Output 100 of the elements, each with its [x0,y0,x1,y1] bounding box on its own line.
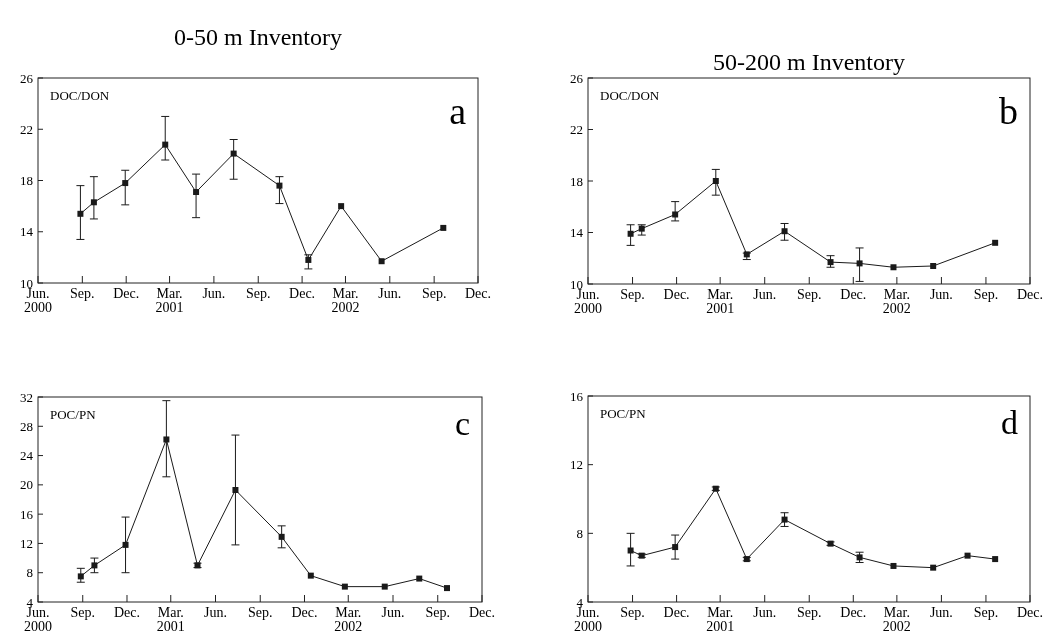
point [163,436,170,443]
x-tick-label: Mar. 2002 [882,605,911,634]
x-tick-label: Dec. [1016,287,1044,302]
y-tick-label: 22 [570,122,583,138]
point [338,203,345,210]
x-tick-label: Jun. [202,286,226,301]
x-tick-label: Jun. 2000 [24,605,52,634]
x-tick-label: Sep. [247,605,273,620]
point [992,239,999,246]
x-tick-label: Dec. [291,605,318,620]
point [856,260,863,267]
x-tick-label: Sep. [973,605,999,620]
y-tick-label: 26 [570,70,584,86]
point [122,541,129,548]
annotation: a [449,90,467,132]
point [890,264,897,271]
y-tick-label: 22 [20,121,33,137]
point [930,262,937,269]
chart-title: 0-50 m Inventory [174,24,342,50]
point [90,199,97,206]
x-tick-label: Sep. [421,286,447,301]
point [381,583,388,590]
annotation: d [1001,404,1018,441]
x-tick-label: Sep. [245,286,271,301]
x-tick-label: Mar. 2002 [882,287,911,316]
x-tick-label: Dec. [663,605,690,620]
y-tick-label: 18 [20,173,33,189]
y-tick-label: 12 [570,457,583,473]
annotation: POC/PN [600,406,647,421]
point [627,230,634,237]
x-tick-label: Dec. [840,605,867,620]
y-tick-label: 8 [26,565,33,581]
point [276,182,283,189]
point [307,572,314,579]
x-tick-label: Jun. [753,287,777,302]
point [827,259,834,266]
annotation: POC/PN [50,407,97,422]
x-tick-label: Dec. [1016,605,1044,620]
point [672,211,679,218]
point [781,516,788,523]
point [672,544,679,551]
y-tick-label: 16 [570,388,584,404]
x-tick-label: Jun. [381,605,405,620]
point [638,225,645,232]
point [781,228,788,235]
x-tick-label: Jun. [204,605,227,620]
x-tick-label: Jun. 2000 [574,605,602,634]
point [627,547,634,554]
x-tick-label: Sep. [796,605,822,620]
x-tick-label: Sep. [425,605,450,620]
y-tick-label: 12 [20,535,33,551]
x-tick-label: Dec. [289,286,316,301]
x-tick-label: Sep. [70,605,95,620]
y-tick-label: 24 [20,448,34,464]
x-tick-label: Jun. [929,287,953,302]
point [890,562,897,569]
point [443,585,450,592]
x-tick-label: Sep. [620,605,645,620]
annotation: DOC/DON [50,88,110,103]
point [964,552,971,559]
y-tick-label: 8 [576,525,583,541]
x-tick-label: Mar. 2002 [331,286,360,315]
x-tick-label: Mar. 2001 [155,286,184,315]
x-tick-label: Dec. [840,287,867,302]
point [91,562,98,569]
y-tick-label: 28 [20,418,33,434]
x-tick-label: Mar. 2002 [334,605,363,634]
point [232,486,239,493]
x-tick-label: Dec. [464,286,492,301]
x-tick-label: Sep. [796,287,822,302]
x-tick-label: Sep. [973,287,999,302]
chart-title: 50-200 m Inventory [713,49,905,75]
point [712,178,719,184]
point [440,224,447,231]
y-tick-label: 18 [570,173,583,189]
annotation: DOC/DON [600,88,660,103]
y-tick-label: 14 [570,225,584,241]
point [77,210,84,217]
x-tick-label: Mar. 2001 [706,605,735,634]
x-tick-label: Mar. 2001 [706,287,735,316]
y-tick-label: 14 [20,224,34,240]
point [416,575,423,582]
annotation: b [999,90,1018,132]
point [305,256,312,263]
x-tick-label: Dec. [468,605,496,620]
point [193,189,200,196]
y-tick-label: 26 [20,70,34,86]
point [378,258,385,265]
x-tick-label: Sep. [620,287,645,302]
point [162,141,169,148]
x-tick-label: Dec. [663,287,690,302]
x-tick-label: Dec. [113,286,140,301]
y-tick-label: 16 [20,506,34,522]
x-tick-label: Dec. [113,605,141,620]
x-tick-label: Mar. 2001 [156,605,185,634]
point [930,564,937,571]
x-tick-label: Jun. [929,605,953,620]
point [278,533,285,540]
x-tick-label: Jun. [753,605,777,620]
point [992,556,999,563]
